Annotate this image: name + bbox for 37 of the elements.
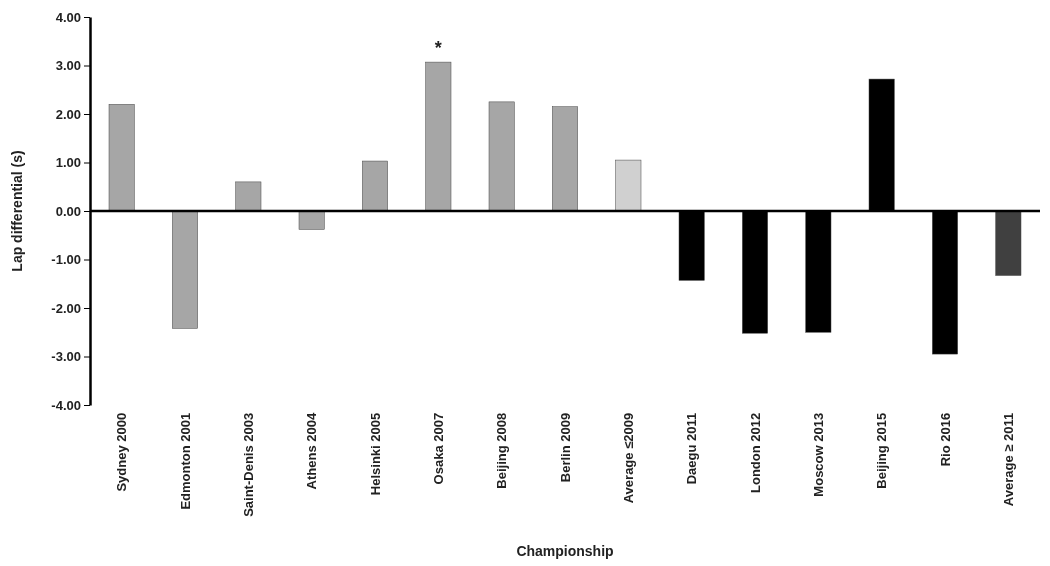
x-tick-label: Edmonton 2001 xyxy=(177,412,193,510)
y-tick-label: -1.00 xyxy=(51,252,81,268)
bar xyxy=(235,181,262,212)
y-tick-label: 0.00 xyxy=(55,203,81,219)
y-tick-label: -3.00 xyxy=(51,349,81,365)
x-tick-label: Beijing 2008 xyxy=(494,412,510,489)
x-axis-title: Championship xyxy=(516,543,614,559)
x-tick-label: Helsinki 2005 xyxy=(367,412,383,496)
bar xyxy=(108,104,135,212)
x-tick-label: Sydney 2000 xyxy=(114,412,130,492)
y-tick-label: 1.00 xyxy=(55,155,81,171)
bar xyxy=(488,101,515,212)
x-tick-label: Berlin 2009 xyxy=(557,412,573,483)
x-tick-label: Rio 2016 xyxy=(937,412,953,467)
x-tick-label: Saint-Denis 2003 xyxy=(240,412,256,517)
bar xyxy=(298,210,325,230)
y-axis-title: Lap differential (s) xyxy=(9,150,25,272)
y-tick-label: 4.00 xyxy=(55,9,81,25)
bar xyxy=(615,159,642,212)
x-tick-label: London 2012 xyxy=(747,412,763,493)
y-tick-label: -2.00 xyxy=(51,300,81,316)
bar xyxy=(172,210,198,329)
x-tick-label: Athens 2004 xyxy=(304,412,320,490)
y-tick-label: 3.00 xyxy=(55,58,81,74)
annotation: * xyxy=(434,38,442,59)
y-tick-label: 2.00 xyxy=(55,106,81,122)
x-tick-label: Beijing 2015 xyxy=(874,412,890,489)
x-tick-label: Moscow 2013 xyxy=(810,412,826,497)
x-tick-label: Average ≤2009 xyxy=(620,412,636,504)
x-tick-label: Daegu 2011 xyxy=(684,412,700,485)
x-tick-label: Osaka 2007 xyxy=(430,412,446,485)
x-tick-label: Average ≥ 2011 xyxy=(1000,412,1016,507)
y-tick-label: -4.00 xyxy=(51,397,81,413)
bar xyxy=(362,160,388,212)
bar xyxy=(552,106,578,212)
bar xyxy=(425,61,452,212)
bar xyxy=(995,210,1022,276)
